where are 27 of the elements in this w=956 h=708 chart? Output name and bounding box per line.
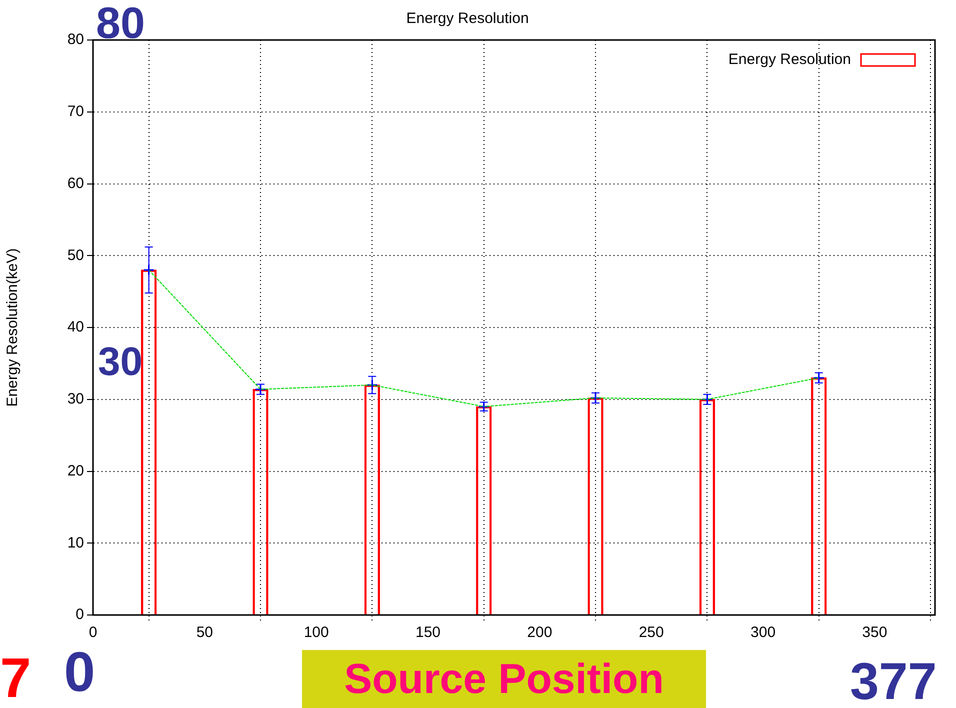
x-tick-label: 300 bbox=[750, 624, 776, 642]
text: 377 bbox=[850, 653, 937, 708]
x-tick-label: 350 bbox=[862, 624, 888, 642]
x-tick-label: 150 bbox=[416, 624, 441, 642]
x-tick-label: 0 bbox=[88, 624, 98, 642]
y-tick-label: 60 bbox=[67, 174, 84, 192]
x-tick-label: 200 bbox=[527, 624, 552, 642]
text: 7 bbox=[0, 646, 32, 708]
point bbox=[366, 379, 378, 391]
x-tick-label: 100 bbox=[304, 624, 329, 642]
y-tick-label: 80 bbox=[67, 31, 84, 48]
y-axis-title: Energy Resolution(keV) bbox=[4, 248, 22, 407]
y-tick-label: 70 bbox=[67, 103, 84, 120]
chart-title: Energy Resolution bbox=[406, 10, 529, 28]
y-tick-label: 30 bbox=[67, 390, 84, 408]
annotation: 80 bbox=[96, 0, 145, 48]
annotation: 30 bbox=[98, 340, 142, 384]
x-tick-label: 250 bbox=[638, 624, 664, 642]
point bbox=[143, 264, 155, 276]
y-tick-label: 0 bbox=[76, 606, 84, 624]
y-tick-label: 50 bbox=[67, 246, 84, 264]
x-axis-title: Source Position bbox=[302, 650, 706, 708]
x-tick-label: 50 bbox=[196, 624, 214, 642]
y-tick-label: 20 bbox=[67, 462, 84, 480]
y-tick-label: 40 bbox=[67, 318, 84, 336]
y-tick-label: 10 bbox=[67, 534, 84, 552]
legend-label: Energy Resolution bbox=[728, 51, 851, 68]
